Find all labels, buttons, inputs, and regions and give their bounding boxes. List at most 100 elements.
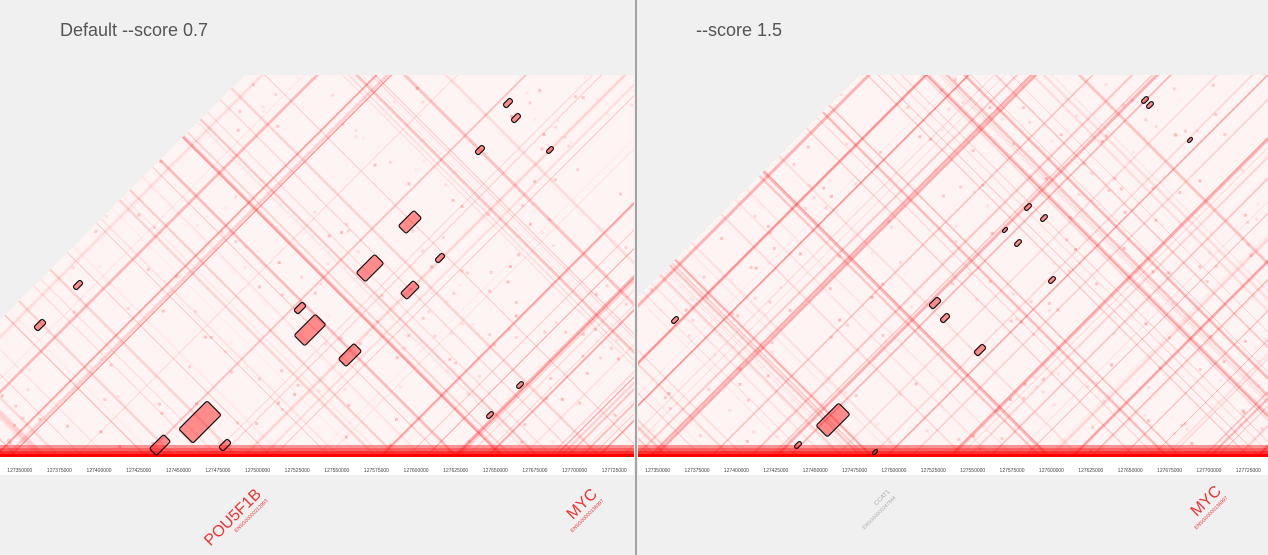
- heatmap-pixel: [175, 274, 179, 278]
- heatmap-pixel: [418, 114, 422, 118]
- heatmap-pixel: [668, 406, 672, 410]
- heatmap-streak: [927, 75, 1268, 457]
- loop-box: [793, 440, 803, 450]
- heatmap-pixel: [1035, 385, 1039, 389]
- loop-box: [515, 380, 525, 390]
- heatmap-streak: [452, 75, 634, 457]
- heatmap-streak: [1060, 75, 1268, 457]
- loop-box: [338, 343, 362, 367]
- heatmap-streak: [349, 75, 634, 457]
- heatmap-pixel: [1175, 295, 1179, 299]
- heatmap-streak: [951, 75, 1268, 457]
- heatmap-streak: [330, 75, 634, 457]
- heatmap-pixel: [161, 309, 165, 313]
- heatmap-pixel: [467, 439, 471, 443]
- heatmap-pixel: [444, 405, 447, 408]
- heatmap-streak: [0, 75, 331, 457]
- heatmap-pixel: [559, 353, 563, 357]
- heatmap-pixel: [1044, 176, 1048, 180]
- heatmap-pixel: [1171, 417, 1174, 420]
- heatmap-streak: [1045, 75, 1268, 457]
- heatmap-pixel: [881, 282, 885, 286]
- heatmap-pixel: [929, 137, 933, 141]
- heatmap-pixel: [808, 184, 812, 188]
- loop-box: [72, 279, 84, 291]
- loop-box: [816, 403, 850, 437]
- heatmap-pixel: [908, 228, 912, 232]
- heatmap-pixel: [806, 145, 810, 149]
- heatmap-pixel: [707, 387, 711, 391]
- heatmap-pixel: [553, 178, 557, 182]
- heatmap-pixel: [203, 335, 207, 339]
- heatmap-pixel: [1052, 403, 1056, 407]
- heatmap-pixel: [421, 249, 425, 253]
- heatmap-streak: [486, 75, 634, 457]
- x-tick-label: 127525000: [921, 468, 946, 474]
- heatmap-pixel: [953, 78, 957, 82]
- heatmap-pixel: [616, 357, 620, 361]
- heatmap-pixel: [1041, 377, 1045, 381]
- heatmap-pixel: [1041, 390, 1045, 394]
- panel-title: Default --score 0.7: [60, 20, 208, 40]
- diagonal-band: [638, 445, 1268, 448]
- heatmap-pixel: [1107, 188, 1111, 192]
- heatmap-streak: [638, 75, 808, 457]
- heatmap-pixel: [941, 94, 945, 98]
- heatmap-pixel: [488, 289, 492, 293]
- heatmap-streak: [885, 75, 1268, 457]
- loop-box: [474, 144, 486, 156]
- heatmap-pixel: [749, 266, 753, 270]
- heatmap-pixel: [576, 168, 580, 172]
- heatmap-pixel: [317, 389, 321, 393]
- heatmap-pixel: [994, 328, 998, 332]
- heatmap-streak: [1012, 75, 1268, 457]
- heatmap-pixel: [728, 408, 732, 412]
- heatmap-pixel: [1082, 162, 1086, 166]
- heatmap-pixel: [729, 294, 732, 297]
- heatmap-pixel: [406, 123, 409, 126]
- heatmap-pixel: [1090, 179, 1093, 182]
- heatmap-streak: [0, 75, 84, 457]
- heatmap-pixel: [768, 300, 772, 304]
- heatmap-pixel: [261, 264, 264, 267]
- heatmap-pixel: [790, 399, 794, 403]
- heatmap-pixel: [334, 250, 337, 253]
- heatmap-pixel: [549, 377, 553, 381]
- x-tick-label: 127400000: [724, 468, 749, 474]
- heatmap-pixel: [1, 394, 5, 398]
- heatmap-pixel: [1021, 396, 1025, 400]
- heatmap-streak: [904, 75, 1268, 457]
- heatmap-pixel: [1195, 129, 1199, 133]
- heatmap-pixel: [395, 356, 399, 360]
- heatmap-pixel: [1000, 117, 1004, 121]
- heatmap-pixel: [959, 185, 963, 189]
- x-tick-label: 127550000: [324, 468, 349, 474]
- heatmap-pixel: [967, 272, 971, 276]
- heatmap-pixel: [1171, 301, 1175, 305]
- heatmap-streak: [788, 75, 1190, 457]
- heatmap-pixel: [367, 444, 371, 448]
- heatmap-pixel: [1100, 139, 1104, 143]
- heatmap-pixel: [392, 350, 396, 354]
- heatmap-pixel: [1110, 363, 1114, 367]
- heatmap-pixel: [1050, 140, 1054, 144]
- heatmap-pixel: [567, 144, 571, 148]
- heatmap-streak: [638, 75, 897, 457]
- heatmap-pixel: [899, 261, 903, 265]
- heatmap-pixel: [471, 322, 475, 326]
- axis-strip: [638, 457, 1268, 475]
- loop-box: [1023, 202, 1033, 212]
- heatmap-pixel: [514, 335, 518, 339]
- heatmap-streak: [272, 75, 634, 457]
- heatmap-pixel: [1167, 336, 1171, 340]
- heatmap-pixel: [854, 394, 858, 398]
- heatmap-pixel: [975, 298, 979, 302]
- heatmap-pixel: [444, 183, 448, 187]
- x-tick-label: 127525000: [285, 468, 310, 474]
- heatmap-pixel: [274, 93, 278, 97]
- heatmap-streak: [909, 75, 1268, 457]
- heatmap-pixel: [1254, 397, 1258, 401]
- heatmap-pixel: [1154, 218, 1158, 222]
- heatmap-streak: [958, 75, 1268, 457]
- heatmap-pixel: [551, 440, 555, 444]
